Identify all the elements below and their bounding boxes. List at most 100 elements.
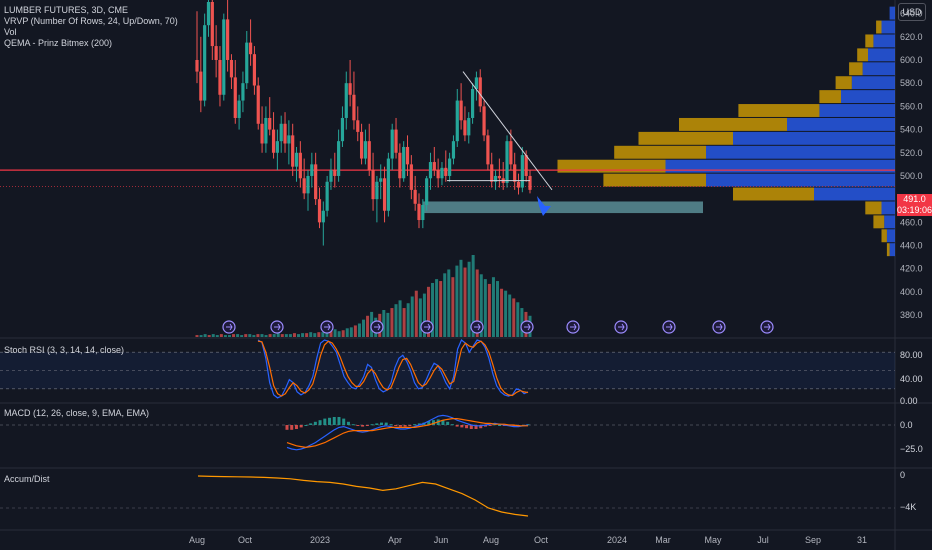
volume-bar [487,283,491,337]
volume-bar [418,298,422,337]
volume-bar [357,323,361,337]
volume-bar [232,334,236,337]
time-axis-label: Oct [238,535,253,545]
event-arrow-icon [716,323,723,331]
last-price: 491.0 [903,194,926,204]
candle-body [421,204,425,221]
candle-body [252,54,257,86]
volume-bar [272,334,276,337]
macd-tick-neg25: −25.0 [900,444,923,454]
price-tick-label: 620.0 [900,32,923,42]
candle-body [271,129,276,153]
macd-histogram-bar [413,424,417,426]
candle-body [451,141,456,159]
stoch-tick-40: 40.00 [900,374,923,384]
volume-bar [240,335,244,337]
macd-histogram-bar [332,417,336,425]
volume-bar [496,281,500,337]
volume-profile-up [889,6,895,20]
volume-profile-down [603,173,706,187]
volume-profile-down [614,145,706,159]
macd-histogram-bar [526,424,530,426]
indicator-vrvp[interactable]: VRVP (Number Of Rows, 24, Up/Down, 70) [4,16,178,26]
time-axis-label: 31 [857,535,867,545]
candle-body [333,170,337,176]
stoch-rsi-title[interactable]: Stoch RSI (3, 3, 14, 14, close) [4,345,125,355]
candle-body [264,117,268,144]
macd-histogram-bar [337,417,341,425]
volume-bar [512,298,516,337]
candle-body [425,178,429,205]
volume-bar [325,331,329,337]
macd-histogram-bar [408,425,412,426]
candle-body [413,189,417,204]
time-axis-label: 2023 [310,535,330,545]
macd-histogram-bar [351,424,355,426]
price-tick-label: 460.0 [900,217,923,227]
candle-body [287,135,291,144]
volume-bar [516,302,520,337]
indicator-qema[interactable]: QEMA - Prinz Bitmex (200) [4,38,113,48]
candle-body [210,2,214,47]
macd-histogram-bar [403,425,407,427]
candle-body [505,141,509,183]
macd-title[interactable]: MACD (12, 26, close, 9, EMA, EMA) [4,408,150,418]
volume-bar [321,332,325,337]
volume-bar [394,304,398,337]
volume-profile-up [819,104,895,117]
candle-body [283,123,287,144]
indicator-vol[interactable]: Vol [4,27,17,37]
volume-profile-up [881,20,895,34]
candle-body [402,146,406,179]
volume-bar [520,308,524,337]
volume-bar [337,331,341,337]
accdist-title[interactable]: Accum/Dist [4,474,50,484]
macd-histogram-bar [498,425,502,426]
volume-bar [366,315,370,337]
candle-body [279,123,283,142]
volume-bar [459,259,463,337]
volume-bar [341,330,345,337]
volume-profile-down [881,229,887,243]
macd-histogram-bar [328,417,332,425]
candle-body [222,19,226,95]
macd-histogram-bar [294,425,298,429]
candle-body [386,158,390,211]
symbol-title[interactable]: LUMBER FUTURES, 3D, CME [4,5,129,15]
volume-profile-up [787,117,895,131]
candle-body [260,123,264,144]
volume-bar [398,300,402,337]
volume-profile-down [873,215,885,229]
candle-body [352,94,356,121]
candle-body [294,152,299,167]
volume-profile-up [862,62,895,76]
volume-bar [268,334,272,337]
price-tick-label: 580.0 [900,78,923,88]
volume-bar [406,303,410,337]
macd-histogram-bar [309,423,313,425]
macd-histogram-bar [450,424,454,426]
volume-bar [248,334,252,337]
candle-body [371,170,375,200]
event-arrow-icon [570,323,577,331]
macd-histogram-bar [488,425,492,426]
event-arrow-icon [226,323,233,331]
stoch-k-line [257,339,529,399]
macd-tick-0: 0.0 [900,420,913,430]
candle-body [513,164,517,182]
volume-bar [475,269,479,337]
volume-bar [504,290,508,337]
volume-bar [252,335,256,337]
volume-profile-down [865,34,874,48]
volume-bar [305,333,309,337]
candle-body [394,129,398,153]
event-arrow-icon [666,323,673,331]
candle-body [528,175,532,190]
macd-histogram-bar [318,420,322,425]
macd-histogram-bar [394,425,398,426]
currency-button[interactable]: USD [898,3,926,21]
volume-profile-up [841,90,895,104]
time-axis-label: Mar [655,535,671,545]
price-tick-label: 540.0 [900,125,923,135]
